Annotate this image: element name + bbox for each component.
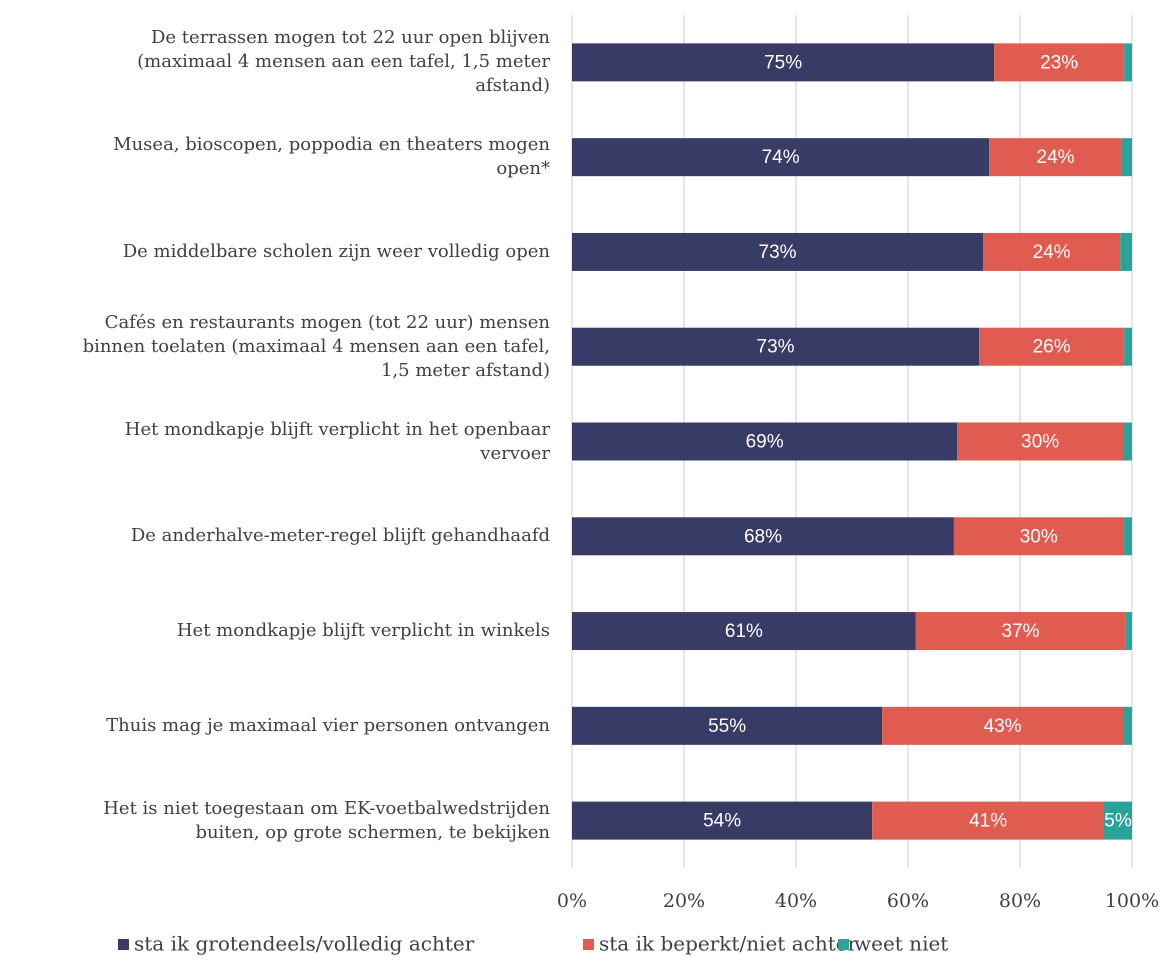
legend-label: sta ik grotendeels/volledig achter bbox=[134, 932, 475, 956]
bar-segment bbox=[572, 422, 958, 461]
bar-segment bbox=[1124, 327, 1132, 366]
value-label: 69% bbox=[746, 432, 784, 453]
legend-label: weet niet bbox=[854, 932, 948, 956]
bar-segment bbox=[1104, 801, 1132, 840]
bar-segment bbox=[872, 801, 1104, 840]
value-label: 61% bbox=[725, 621, 763, 642]
x-tick-label: 60% bbox=[887, 890, 929, 912]
x-tick-label: 20% bbox=[663, 890, 705, 912]
category-label: Musea, bioscopen, poppodia en theaters m… bbox=[113, 134, 550, 180]
value-label: 41% bbox=[969, 811, 1007, 832]
category-label: De anderhalve-meter-regel blijft gehandh… bbox=[130, 525, 550, 547]
bar-segment bbox=[572, 801, 873, 840]
value-label: 30% bbox=[1021, 432, 1059, 453]
value-label: 24% bbox=[1033, 242, 1071, 263]
value-label: 37% bbox=[1002, 621, 1040, 642]
bar-segment bbox=[882, 706, 1124, 745]
bar-segment bbox=[1124, 43, 1132, 82]
value-label: 68% bbox=[744, 526, 782, 547]
legend-swatch bbox=[118, 939, 129, 950]
category-label: Het is niet toegestaan om EK-voetbalweds… bbox=[103, 797, 550, 843]
value-label: 43% bbox=[984, 716, 1022, 737]
bar-segment bbox=[994, 43, 1125, 82]
value-label: 30% bbox=[1020, 526, 1058, 547]
legend-swatch bbox=[583, 939, 594, 950]
category-label: Het mondkapje blijft verplicht in het op… bbox=[124, 418, 550, 464]
bar-segment bbox=[915, 612, 1126, 651]
category-label: Cafés en restaurants mogen (tot 22 uur) … bbox=[82, 311, 550, 381]
value-label: 26% bbox=[1033, 337, 1071, 358]
bar-segment bbox=[1125, 612, 1132, 651]
value-label: 74% bbox=[762, 147, 800, 168]
x-tick-label: 80% bbox=[999, 890, 1041, 912]
category-label: Het mondkapje blijft verplicht in winkel… bbox=[176, 620, 550, 642]
bar-segment bbox=[1120, 232, 1132, 271]
bar-segment bbox=[957, 422, 1124, 461]
bar-segment bbox=[989, 138, 1122, 177]
bar-segment bbox=[983, 232, 1121, 271]
x-tick-label: 40% bbox=[775, 890, 817, 912]
bar-segment bbox=[1123, 706, 1132, 745]
value-label: 73% bbox=[759, 242, 797, 263]
x-tick-label: 0% bbox=[557, 890, 587, 912]
bar-segment bbox=[572, 706, 883, 745]
bar-segment bbox=[1123, 517, 1132, 556]
value-label: 24% bbox=[1037, 147, 1075, 168]
bar-segment bbox=[1123, 422, 1132, 461]
value-label: 5% bbox=[1104, 811, 1132, 832]
category-label: De middelbare scholen zijn weer volledig… bbox=[122, 240, 550, 262]
value-label: 23% bbox=[1040, 52, 1078, 73]
bar-segment bbox=[572, 138, 990, 177]
bar-segment bbox=[979, 327, 1125, 366]
value-label: 54% bbox=[703, 811, 741, 832]
bar-segment bbox=[953, 517, 1124, 556]
bar-segment bbox=[572, 232, 984, 271]
value-label: 55% bbox=[708, 716, 746, 737]
value-label: 73% bbox=[757, 337, 795, 358]
bar-segment bbox=[572, 327, 980, 366]
bar-segment bbox=[572, 43, 995, 82]
legend-label: sta ik beperkt/niet achter bbox=[599, 932, 858, 956]
value-label: 75% bbox=[764, 52, 802, 73]
bar-segment bbox=[572, 517, 954, 556]
category-label: Thuis mag je maximaal vier personen ontv… bbox=[106, 714, 550, 736]
category-label: De terrassen mogen tot 22 uur open blijv… bbox=[137, 27, 550, 97]
legend-swatch bbox=[838, 939, 849, 950]
bar-segment bbox=[1121, 138, 1132, 177]
bar-segment bbox=[572, 612, 916, 651]
x-tick-label: 100% bbox=[1105, 890, 1159, 912]
